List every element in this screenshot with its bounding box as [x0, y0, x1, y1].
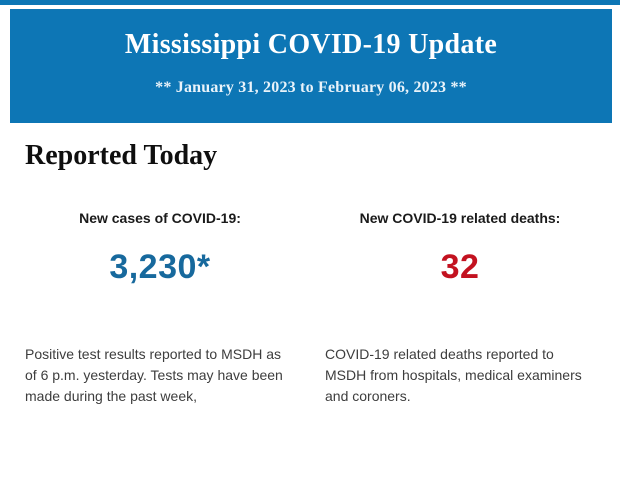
cases-label: New cases of COVID-19:	[79, 210, 241, 226]
deaths-value: 32	[440, 248, 480, 286]
deaths-stat: New COVID-19 related deaths: 32 COVID-19…	[325, 210, 595, 407]
cases-stat: New cases of COVID-19: 3,230* Positive t…	[25, 210, 295, 407]
date-range-subtitle: ** January 31, 2023 to February 06, 2023…	[155, 79, 467, 96]
deaths-description: COVID-19 related deaths reported to MSDH…	[325, 346, 582, 404]
stats-grid: New cases of COVID-19: 3,230* Positive t…	[0, 172, 620, 407]
deaths-label: New COVID-19 related deaths:	[359, 210, 561, 226]
cases-value: 3,230*	[109, 248, 211, 286]
header-banner: Mississippi COVID-19 Update ** January 3…	[10, 9, 612, 123]
section-title: Reported Today	[25, 140, 218, 171]
newsletter-title: Mississippi COVID-19 Update	[124, 29, 498, 60]
cases-description: Positive test results reported to MSDH a…	[25, 346, 283, 404]
top-accent-bar	[0, 0, 620, 5]
